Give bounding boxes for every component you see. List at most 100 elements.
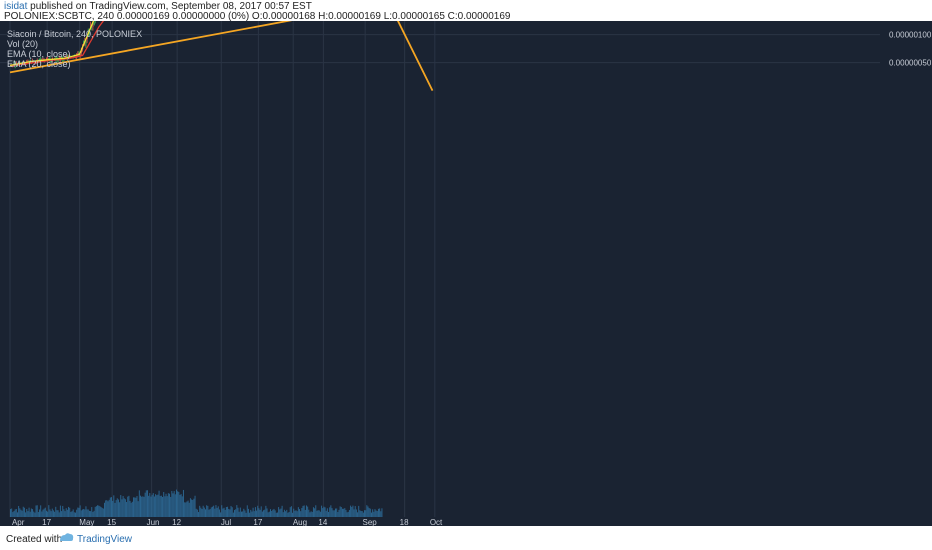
x-tick-label: Sep (363, 518, 378, 526)
volume-bar (325, 510, 327, 517)
volume-bar (331, 508, 333, 517)
volume-bar (128, 495, 130, 517)
volume-bar (236, 505, 238, 517)
volume-bar (84, 509, 86, 517)
volume-bar (335, 508, 336, 517)
volume-bar (148, 495, 150, 517)
volume-bar (59, 505, 61, 517)
volume-bar (249, 512, 251, 517)
volume-bar (137, 501, 139, 517)
volume-bar (105, 500, 107, 517)
volume-bar (92, 511, 94, 517)
volume-bar (39, 509, 41, 517)
volume-bar (229, 509, 231, 517)
volume-bar (287, 512, 289, 517)
volume-bar (285, 511, 287, 517)
volume-bar (114, 502, 116, 517)
author-link[interactable]: isidat (4, 1, 28, 12)
volume-bar (340, 507, 342, 517)
volume-bar (126, 501, 128, 517)
chart-background (0, 21, 932, 526)
volume-bar (263, 510, 265, 517)
x-tick-label: 17 (253, 518, 262, 526)
volume-bar (354, 506, 356, 517)
volume-bar (215, 505, 217, 517)
volume-bar (83, 509, 85, 517)
price-chart[interactable]: 0.000008500.000008000.000007500.00000700… (0, 21, 932, 526)
candle-body (13, 63, 15, 65)
volume-bar (318, 510, 320, 517)
candle-body (39, 59, 41, 60)
x-tick-label: Jul (221, 518, 231, 526)
volume-bar (29, 511, 31, 517)
volume-bar (30, 508, 32, 517)
legend-pair[interactable]: Siacoin / Bitcoin, 240, POLONIEX (7, 29, 143, 39)
legend-volume[interactable]: Vol (20) (7, 39, 39, 49)
chart-area[interactable]: 0.000008500.000008000.000007500.00000700… (0, 21, 932, 526)
volume-bar (256, 510, 258, 517)
x-tick-label: Apr (12, 518, 25, 526)
volume-bar (123, 498, 125, 517)
volume-bar (23, 507, 25, 517)
legend-ema10[interactable]: EMA (10, close) (7, 49, 71, 59)
volume-bar (145, 490, 147, 517)
candle-body (45, 58, 48, 60)
trendline-support[interactable] (9, 21, 456, 74)
volume-bar (270, 509, 271, 517)
volume-bar (167, 493, 169, 517)
volume-bar (280, 508, 282, 517)
volume-bar (69, 507, 71, 517)
volume-bar (75, 512, 76, 517)
volume-bar (247, 508, 249, 517)
volume-bar (257, 505, 259, 517)
volume-bar (260, 506, 262, 517)
volume-bar (362, 512, 364, 517)
candle-body (50, 61, 52, 63)
volume-bar (200, 507, 202, 517)
volume-bar (207, 505, 209, 517)
volume-bar (324, 507, 326, 517)
volume-bar (367, 506, 369, 517)
volume-bar (234, 510, 236, 517)
publish-line: isidat published on TradingView.com, Sep… (4, 1, 312, 12)
x-tick-label: Jun (147, 518, 160, 526)
volume-bar (361, 511, 363, 517)
volume-bar (351, 506, 353, 517)
volume-bar (135, 497, 137, 517)
volume-bar (296, 511, 298, 517)
volume-bar (189, 498, 191, 517)
volume-bar (220, 512, 222, 517)
volume-bar (352, 505, 354, 517)
volume-bar (106, 500, 108, 517)
volume-bar (117, 499, 119, 517)
volume-bar (13, 511, 15, 517)
volume-bar (282, 512, 284, 517)
volume-bar (35, 505, 37, 517)
candle-body (79, 54, 81, 57)
volume-bar (141, 496, 143, 517)
x-tick-label: 17 (42, 518, 51, 526)
candle-body (93, 23, 95, 25)
volume-bar (172, 493, 174, 517)
volume-bar (101, 507, 103, 517)
volume-bar (232, 512, 234, 517)
volume-bar (223, 507, 225, 517)
volume-bar (51, 508, 53, 517)
volume-bar (112, 500, 114, 517)
x-tick-label: May (79, 518, 94, 526)
tradingview-brand[interactable]: TradingView (77, 534, 133, 545)
volume-bar (14, 509, 16, 517)
volume-bar (289, 507, 291, 517)
volume-bar (169, 493, 171, 517)
volume-bar (332, 510, 334, 517)
footer: Created with TradingView (0, 526, 932, 550)
volume-bar (265, 505, 267, 517)
legend-ema20[interactable]: EMA (20, close) (7, 59, 71, 69)
volume-bar (345, 509, 347, 517)
volume-bar (194, 495, 196, 517)
publish-info: published on TradingView.com, September … (30, 1, 312, 12)
volume-bar (121, 499, 123, 517)
volume-bar (138, 490, 140, 517)
volume-bar (25, 512, 27, 517)
volume-bar (264, 509, 266, 517)
